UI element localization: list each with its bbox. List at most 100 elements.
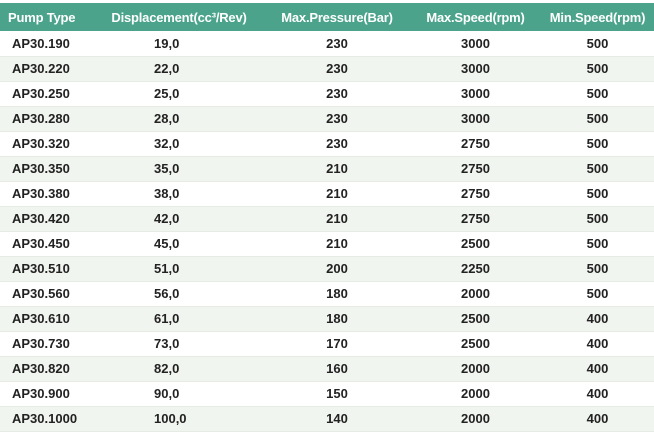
cell-displacement: 61,0 (94, 306, 264, 332)
cell-displacement: 90,0 (94, 381, 264, 407)
cell-max-speed: 3000 (410, 106, 541, 132)
table-row: AP30.1000 100,0 140 2000 400 (0, 406, 654, 432)
cell-pump-type: AP30.610 (0, 306, 94, 332)
table-header: Pump Type Displacement(cc³/Rev) Max.Pres… (0, 3, 654, 31)
cell-displacement: 19,0 (94, 31, 264, 57)
header-max-speed: Max.Speed(rpm) (426, 9, 525, 25)
cell-displacement: 22,0 (94, 56, 264, 82)
header-pump-type: Pump Type (8, 9, 76, 25)
cell-max-speed: 2500 (410, 331, 541, 357)
header-min-speed: Min.Speed(rpm) (549, 9, 646, 25)
table-row: AP30.730 73,0 170 2500 400 (0, 331, 654, 357)
cell-min-speed: 500 (541, 281, 654, 307)
table-row: AP30.350 35,0 210 2750 500 (0, 156, 654, 182)
cell-min-speed: 500 (541, 181, 654, 207)
cell-max-pressure: 200 (264, 256, 410, 282)
cell-displacement: 38,0 (94, 181, 264, 207)
cell-pump-type: AP30.380 (0, 181, 94, 207)
cell-displacement: 45,0 (94, 231, 264, 257)
cell-pump-type: AP30.350 (0, 156, 94, 182)
cell-min-speed: 400 (541, 356, 654, 382)
cell-max-speed: 2750 (410, 181, 541, 207)
cell-max-speed: 2000 (410, 356, 541, 382)
cell-max-pressure: 210 (264, 206, 410, 232)
table-body: AP30.190 19,0 230 3000 500 AP30.220 22,0 230 300… (0, 31, 654, 432)
cell-min-speed: 500 (541, 81, 654, 107)
cell-pump-type: AP30.560 (0, 281, 94, 307)
cell-min-speed: 500 (541, 131, 654, 157)
cell-max-pressure: 230 (264, 106, 410, 132)
header-max-pressure: Max.Pressure(Bar) (281, 9, 393, 25)
table-row: AP30.220 22,0 230 3000 500 (0, 56, 654, 82)
table-row: AP30.190 19,0 230 3000 500 (0, 31, 654, 57)
cell-min-speed: 400 (541, 331, 654, 357)
cell-pump-type: AP30.820 (0, 356, 94, 382)
cell-max-pressure: 150 (264, 381, 410, 407)
cell-displacement: 32,0 (94, 131, 264, 157)
table-row: AP30.450 45,0 210 2500 500 (0, 231, 654, 257)
cell-max-speed: 3000 (410, 31, 541, 57)
cell-pump-type: AP30.730 (0, 331, 94, 357)
header-row: Pump Type Displacement(cc³/Rev) Max.Pres… (0, 3, 654, 31)
cell-pump-type: AP30.1000 (0, 406, 94, 432)
cell-min-speed: 500 (541, 206, 654, 232)
cell-pump-type: AP30.320 (0, 131, 94, 157)
table-row: AP30.560 56,0 180 2000 500 (0, 281, 654, 307)
cell-max-speed: 3000 (410, 56, 541, 82)
cell-displacement: 73,0 (94, 331, 264, 357)
cell-pump-type: AP30.250 (0, 81, 94, 107)
table-row: AP30.380 38,0 210 2750 500 (0, 181, 654, 207)
cell-max-speed: 2000 (410, 281, 541, 307)
cell-max-speed: 3000 (410, 81, 541, 107)
cell-max-pressure: 140 (264, 406, 410, 432)
table-row: AP30.610 61,0 180 2500 400 (0, 306, 654, 332)
cell-max-pressure: 170 (264, 331, 410, 357)
cell-max-pressure: 160 (264, 356, 410, 382)
cell-pump-type: AP30.510 (0, 256, 94, 282)
cell-pump-type: AP30.420 (0, 206, 94, 232)
cell-min-speed: 500 (541, 56, 654, 82)
cell-min-speed: 400 (541, 381, 654, 407)
cell-min-speed: 500 (541, 106, 654, 132)
cell-displacement: 25,0 (94, 81, 264, 107)
table-row: AP30.510 51,0 200 2250 500 (0, 256, 654, 282)
cell-displacement: 51,0 (94, 256, 264, 282)
cell-displacement: 35,0 (94, 156, 264, 182)
table-row: AP30.900 90,0 150 2000 400 (0, 381, 654, 407)
cell-min-speed: 400 (541, 306, 654, 332)
cell-max-speed: 2750 (410, 206, 541, 232)
cell-max-speed: 2500 (410, 306, 541, 332)
cell-max-speed: 2750 (410, 156, 541, 182)
cell-displacement: 100,0 (94, 406, 264, 432)
cell-pump-type: AP30.190 (0, 31, 94, 57)
cell-pump-type: AP30.280 (0, 106, 94, 132)
cell-max-pressure: 210 (264, 156, 410, 182)
table-row: AP30.320 32,0 230 2750 500 (0, 131, 654, 157)
cell-max-speed: 2250 (410, 256, 541, 282)
cell-min-speed: 400 (541, 406, 654, 432)
table-row: AP30.420 42,0 210 2750 500 (0, 206, 654, 232)
cell-max-speed: 2500 (410, 231, 541, 257)
cell-pump-type: AP30.450 (0, 231, 94, 257)
cell-displacement: 42,0 (94, 206, 264, 232)
cell-max-speed: 2000 (410, 406, 541, 432)
cell-min-speed: 500 (541, 231, 654, 257)
cell-max-speed: 2750 (410, 131, 541, 157)
cell-max-pressure: 210 (264, 231, 410, 257)
pump-spec-table: Pump Type Displacement(cc³/Rev) Max.Pres… (0, 3, 654, 432)
cell-min-speed: 500 (541, 31, 654, 57)
cell-max-pressure: 230 (264, 131, 410, 157)
cell-max-pressure: 230 (264, 81, 410, 107)
cell-max-speed: 2000 (410, 381, 541, 407)
cell-max-pressure: 230 (264, 31, 410, 57)
table-row: AP30.250 25,0 230 3000 500 (0, 81, 654, 107)
header-displacement: Displacement(cc³/Rev) (111, 9, 247, 25)
table-row: AP30.280 28,0 230 3000 500 (0, 106, 654, 132)
cell-pump-type: AP30.900 (0, 381, 94, 407)
cell-pump-type: AP30.220 (0, 56, 94, 82)
cell-displacement: 82,0 (94, 356, 264, 382)
cell-min-speed: 500 (541, 156, 654, 182)
cell-max-pressure: 180 (264, 306, 410, 332)
cell-displacement: 56,0 (94, 281, 264, 307)
